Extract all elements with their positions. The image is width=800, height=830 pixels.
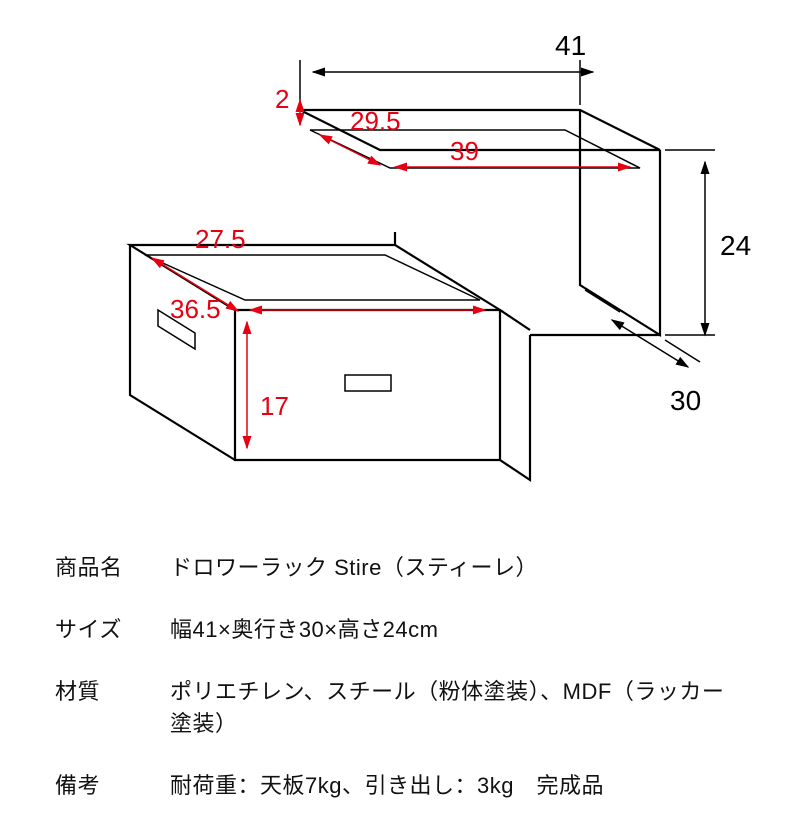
spec-value: 幅41×奥行き30×高さ24cm — [170, 612, 745, 644]
spec-row: サイズ 幅41×奥行き30×高さ24cm — [55, 612, 745, 644]
spec-row: 商品名 ドロワーラック Stire（スティーレ） — [55, 550, 745, 582]
spec-value: 耐荷重：天板7kg、引き出し：3kg 完成品 — [170, 768, 745, 800]
spec-label: 材質 — [55, 674, 170, 706]
spec-label: 商品名 — [55, 550, 170, 582]
dim-inner-width-top: 39 — [450, 136, 479, 166]
dim-width: 41 — [555, 30, 586, 61]
dim-drawer-depth: 27.5 — [195, 224, 246, 254]
spec-row: 材質 ポリエチレン、スチール（粉体塗装）、MDF（ラッカー塗装） — [55, 674, 745, 738]
spec-label: 備考 — [55, 768, 170, 800]
spec-table: 商品名 ドロワーラック Stire（スティーレ） サイズ 幅41×奥行き30×高… — [55, 550, 745, 830]
spec-value: ポリエチレン、スチール（粉体塗装）、MDF（ラッカー塗装） — [170, 674, 745, 738]
dim-height: 24 — [720, 230, 751, 261]
dim-inner-depth-top: 29.5 — [350, 106, 401, 136]
dimension-diagram: 41 24 30 2 29.5 39 27.5 36.5 17 — [0, 0, 800, 530]
spec-row: 備考 耐荷重：天板7kg、引き出し：3kg 完成品 — [55, 768, 745, 800]
dim-drawer-height: 17 — [260, 391, 289, 421]
dim-drawer-width: 36.5 — [170, 294, 221, 324]
spec-label: サイズ — [55, 612, 170, 644]
dim-depth: 30 — [670, 385, 701, 416]
dim-edge-thickness: 2 — [275, 84, 289, 114]
spec-value: ドロワーラック Stire（スティーレ） — [170, 550, 745, 582]
